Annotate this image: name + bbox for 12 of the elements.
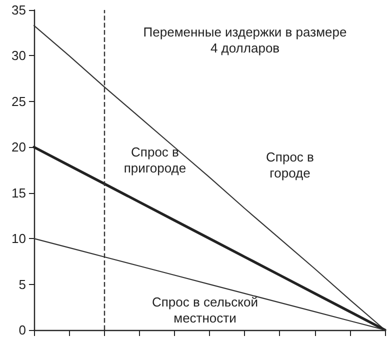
y-tick-label: 35 [12,2,26,18]
annotation: Спрос в сельской местности [152,294,258,326]
annotation: Спрос в городе [266,150,314,180]
y-tick-label: 10 [12,231,26,246]
y-tick-label: 5 [18,276,26,292]
annotation: Спрос в пригороде [124,144,186,176]
y-tick-label: 0 [18,322,26,338]
annotation: Переменные издержки в размере 4 долларов [143,24,347,56]
y-tick-label: 20 [12,140,26,155]
y-tick-label: 15 [12,185,26,200]
y-tick-label: 25 [12,94,26,109]
y-tick-label: 30 [12,48,26,64]
